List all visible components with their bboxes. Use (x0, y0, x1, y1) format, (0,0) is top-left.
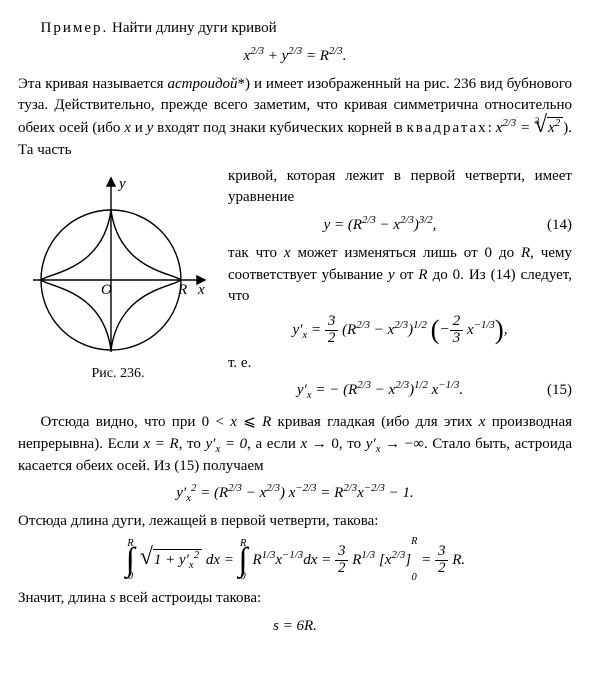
astroid-svg: y O R x (23, 170, 213, 355)
term-astroid: астроидой (167, 76, 237, 92)
example-text: Найти длину дуги кривой (108, 20, 276, 36)
eq-astroid: x2/3 + y2/3 = R2/3. (18, 46, 572, 68)
eq-14: y = (R2/3 − x2/3)3/2, (14) (228, 215, 572, 237)
figure-caption: Рис. 236. (18, 364, 218, 384)
svg-text:R: R (177, 282, 187, 298)
eq-yx-squared: y′x2 = (R2/3 − x2/3) x−2/3 = R2/3x−2/3 −… (18, 483, 572, 505)
para-4: Значит, длина s всей астроиды такова: (18, 588, 572, 610)
svg-text:O: O (101, 282, 112, 298)
para-1: Эта кривая называется астроидой*) и имее… (18, 74, 572, 162)
para-3: Отсюда длина дуги, лежащей в первой четв… (18, 511, 572, 533)
svg-text:y: y (117, 176, 126, 192)
example-heading: Пример. Найти длину дуги кривой (18, 18, 572, 40)
figure-236: y O R x Рис. 236. (18, 170, 218, 385)
eq-final: s = 6R. (18, 616, 572, 638)
example-label: Пример. (41, 20, 109, 36)
svg-text:x: x (197, 282, 205, 298)
para-2: Отсюда видно, что при 0 < x ⩽ R кривая г… (18, 412, 572, 477)
eq-15: y′x = − (R2/3 − x2/3)1/2 x−1/3. (15) (228, 380, 572, 402)
integral-eq: R∫0 √1 + y′x2 dx = R∫0 R1/3x−1/3dx = 32 … (18, 539, 572, 583)
